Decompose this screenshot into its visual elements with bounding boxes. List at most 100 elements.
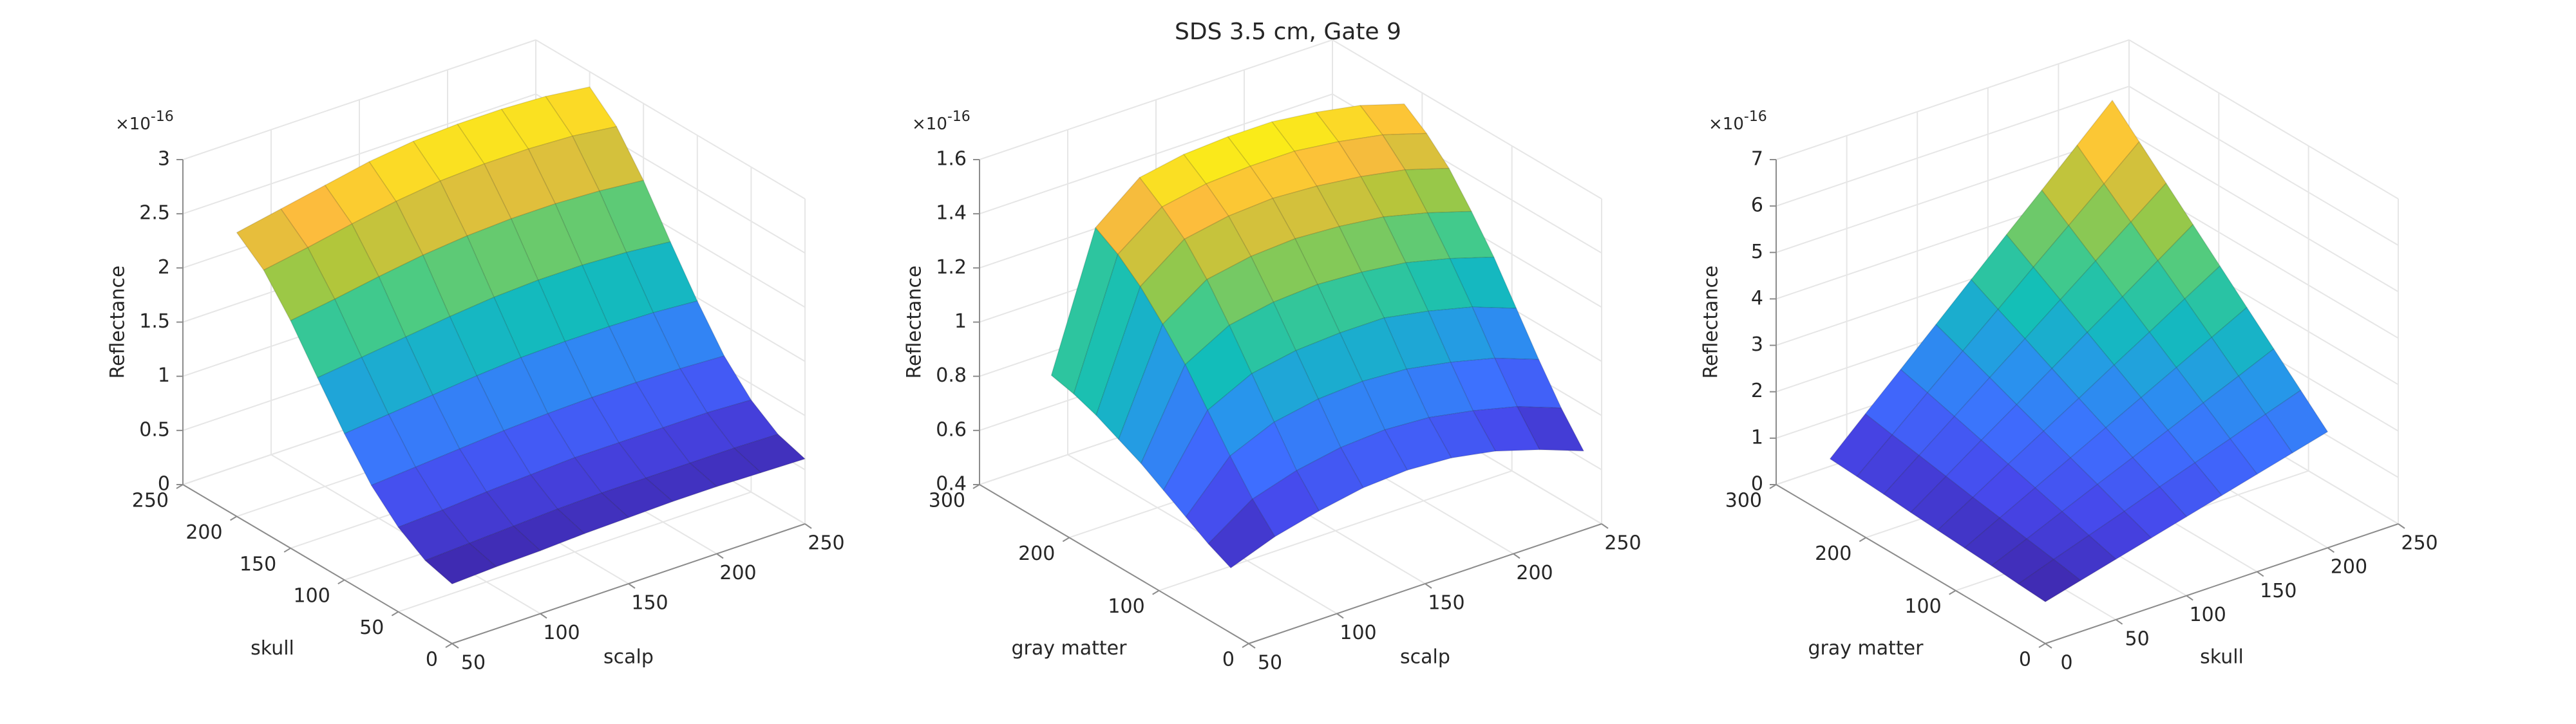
surface-facet (476, 357, 549, 432)
grid-line (1776, 132, 2130, 254)
x-tick (1336, 613, 1344, 619)
y-axis-line (182, 484, 453, 644)
y-tick-label: 300 (1725, 490, 1762, 512)
y-axis-line (1776, 484, 2046, 644)
z-tick-label: 1.6 (936, 148, 967, 171)
grid-line (182, 39, 536, 160)
z-tick-label: 5 (1751, 241, 1763, 263)
y-tick (230, 515, 238, 521)
surface-facet (520, 341, 592, 414)
surface-facet (1095, 286, 1164, 440)
z-tick-label: 0.6 (936, 418, 967, 441)
grid-line (979, 93, 1333, 215)
z-tick-label: 0.8 (936, 364, 967, 387)
y-tick (1152, 589, 1160, 595)
grid-line (535, 39, 806, 200)
surface-facet (424, 543, 497, 585)
y-tick-label: 0 (1222, 649, 1235, 671)
surface-facet (2123, 486, 2187, 539)
y-axis-label: gray matter (1012, 637, 1128, 660)
z-axis-label: Reflectance (107, 266, 129, 379)
x-tick-label: 0 (2060, 652, 2072, 674)
z-exponent-label: ×10-16 (115, 109, 174, 134)
x-tick-label: 200 (1516, 562, 1553, 584)
z-tick-label: 3 (1751, 333, 1763, 356)
y-tick (445, 643, 453, 648)
surface-facet (1252, 470, 1320, 537)
z-tick-label: 3 (158, 148, 170, 171)
grid-line (398, 491, 752, 613)
surface-facet (370, 467, 443, 528)
z-multiplier: ×10 (912, 115, 947, 134)
z-tick-label: 2 (1751, 380, 1763, 402)
x-axis-line (2045, 523, 2399, 644)
x-tick (451, 643, 459, 649)
surface-facet (290, 299, 363, 378)
surface-facet (2018, 559, 2081, 602)
surface-facet (442, 491, 514, 544)
x-tick-label: 100 (543, 622, 580, 644)
y-tick-label: 100 (1904, 595, 1941, 618)
x-tick-label: 150 (631, 592, 668, 615)
y-tick (337, 579, 345, 585)
x-tick-label: 250 (808, 532, 844, 555)
x-tick (2186, 595, 2193, 601)
surface-facet (503, 413, 576, 476)
z-axis-label: Reflectance (904, 266, 926, 379)
surface-facet (1117, 206, 1185, 288)
z-tick-label: 1.5 (139, 310, 170, 333)
x-tick (2398, 523, 2405, 529)
figure-title: SDS 3.5 cm, Gate 9 (1175, 19, 1401, 45)
surface-facet (2088, 510, 2152, 560)
surface-facet (1118, 324, 1186, 464)
z-multiplier: ×10 (115, 115, 151, 134)
grid-line (2128, 132, 2399, 293)
z-tick-label: 0.5 (139, 418, 170, 441)
x-axis-label: scalp (603, 646, 654, 669)
x-tick (2116, 618, 2123, 625)
surface-facet (582, 252, 654, 328)
z-exponent: -16 (151, 109, 174, 125)
x-tick (1601, 523, 1609, 529)
grid-line (1159, 470, 1512, 591)
y-tick (391, 611, 399, 617)
y-tick-label: 50 (359, 617, 384, 639)
z-tick-label: 1.2 (936, 256, 967, 279)
x-tick-label: 250 (1604, 532, 1641, 555)
y-tick-label: 100 (1108, 595, 1144, 618)
z-tick-label: 2 (158, 256, 170, 279)
z-exponent-label: ×10-16 (912, 109, 971, 134)
y-tick (1949, 589, 1956, 595)
surface-facet (556, 492, 629, 534)
x-tick-label: 150 (1428, 592, 1464, 615)
z-tick-label: 6 (1751, 194, 1763, 217)
grid-line (1776, 86, 2130, 207)
x-tick-label: 50 (1258, 652, 1282, 674)
grid-line (2128, 86, 2399, 246)
y-tick-label: 0 (2019, 649, 2031, 671)
y-tick (2038, 643, 2046, 648)
x-tick (1425, 583, 1432, 589)
y-tick-label: 200 (1018, 543, 1055, 565)
y-tick-label: 250 (132, 490, 169, 512)
x-tick-label: 200 (719, 562, 756, 584)
x-tick (1513, 553, 1520, 559)
y-axis-line (979, 484, 1249, 644)
surface-facet (236, 208, 308, 271)
surface-facet (1073, 254, 1141, 416)
grid-line (1332, 39, 1602, 200)
grid-line (979, 39, 1333, 160)
y-tick-label: 0 (426, 649, 438, 671)
x-tick (1248, 643, 1256, 649)
surface-facet (706, 399, 779, 449)
y-tick (1859, 537, 1866, 543)
z-exponent: -16 (947, 109, 971, 125)
y-tick-label: 100 (294, 585, 330, 608)
y-axis-label: skull (251, 637, 294, 660)
surface-facet (2053, 535, 2117, 581)
z-tick-label: 0 (1751, 473, 1763, 496)
x-tick-label: 100 (2190, 604, 2226, 626)
surface-facet (493, 279, 566, 358)
grid-line (2128, 39, 2399, 200)
surface-facet (545, 86, 618, 137)
